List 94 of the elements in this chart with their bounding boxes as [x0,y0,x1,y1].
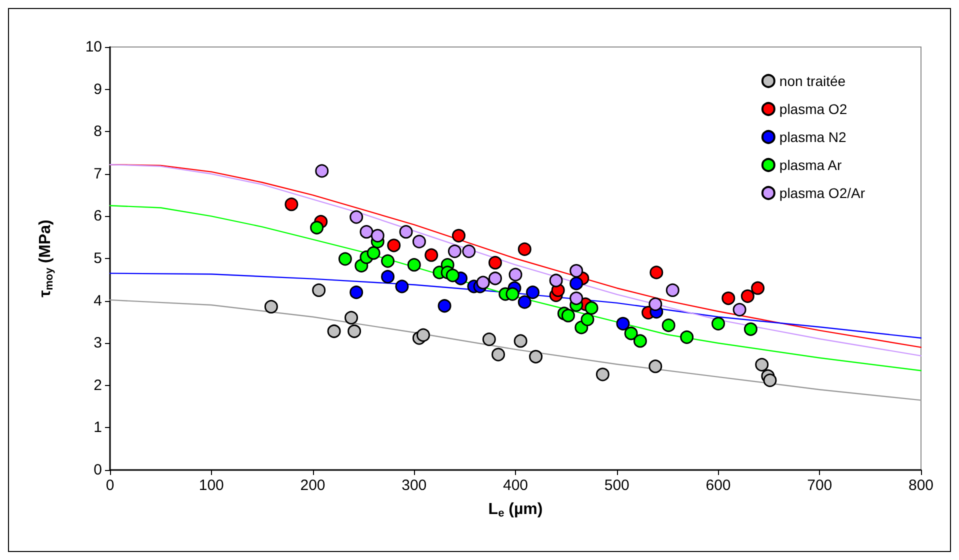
point [438,299,452,313]
y-tick-label: 9 [94,80,102,98]
point [476,276,490,290]
legend-label: plasma O2/Ar [779,185,866,201]
point [616,316,630,330]
y-tick-label: 5 [94,250,102,267]
point [662,318,676,332]
legend-label: non traitée [779,73,846,89]
point [327,324,341,338]
point [424,248,438,262]
point [350,286,364,300]
point [360,225,374,239]
y-tick-label: 0 [94,462,102,478]
y-tick-label: 1 [94,419,102,436]
point [570,292,584,306]
x-tick-label: 0 [106,477,114,494]
x-tick-label: 300 [402,477,427,494]
point [381,270,395,284]
line-series [109,205,922,372]
point [712,316,725,330]
point [666,283,680,297]
line-series [109,272,922,339]
legend-label: plasma N2 [779,129,847,145]
point [395,280,409,294]
point [518,242,532,256]
x-tick-label: 100 [198,477,224,494]
point [350,210,364,224]
y-axis-title: τmoy (MPa) [37,220,56,298]
x-tick-label: 800 [908,477,934,494]
point [596,368,610,382]
point [407,258,421,272]
point [284,198,298,212]
point [648,297,662,311]
point [680,330,694,344]
point [650,266,664,280]
point [624,326,638,340]
point [648,360,662,374]
point [446,268,460,282]
point [508,268,522,282]
y-tick-label: 3 [94,334,102,352]
point [514,334,528,348]
point [366,246,380,260]
point [399,225,413,239]
point [633,334,647,348]
point [732,302,746,316]
point [722,292,736,306]
legend-label: plasma Ar [779,157,842,173]
point [264,300,278,314]
point [506,287,520,301]
point [344,310,358,324]
point [387,238,401,252]
point [370,228,384,242]
point [740,289,754,303]
point [584,301,598,315]
point [518,295,532,309]
point [561,308,575,322]
legend-label: plasma O2 [779,101,848,117]
point [348,324,362,338]
line-series [109,299,922,401]
point [755,358,769,372]
point [526,286,540,300]
point [310,220,324,234]
y-tick-label: 6 [94,208,102,225]
x-tick-label: 400 [502,477,528,494]
x-tick-label: 200 [300,477,326,494]
point [381,254,395,268]
point [744,322,758,336]
y-tick-label: 4 [94,292,102,310]
point [529,350,543,364]
y-tick-label: 7 [94,165,102,182]
point [570,276,584,290]
point [412,234,426,248]
point [462,244,476,258]
point [315,164,329,178]
point [338,252,352,266]
point [452,228,466,242]
x-tick-label: 700 [807,477,832,494]
point [549,274,563,288]
point [580,312,594,326]
point [570,264,584,278]
point [416,328,430,342]
point [312,283,326,297]
point [751,281,765,295]
x-tick-label: 600 [706,477,731,494]
point [492,348,506,362]
x-tick-label: 500 [604,477,630,494]
point [763,374,777,388]
point [488,272,502,286]
y-tick-label: 2 [94,376,102,394]
point [488,256,502,270]
point [448,244,462,258]
y-tick-label: 8 [94,123,102,140]
point [482,332,496,346]
y-tick-label: 10 [85,38,102,56]
